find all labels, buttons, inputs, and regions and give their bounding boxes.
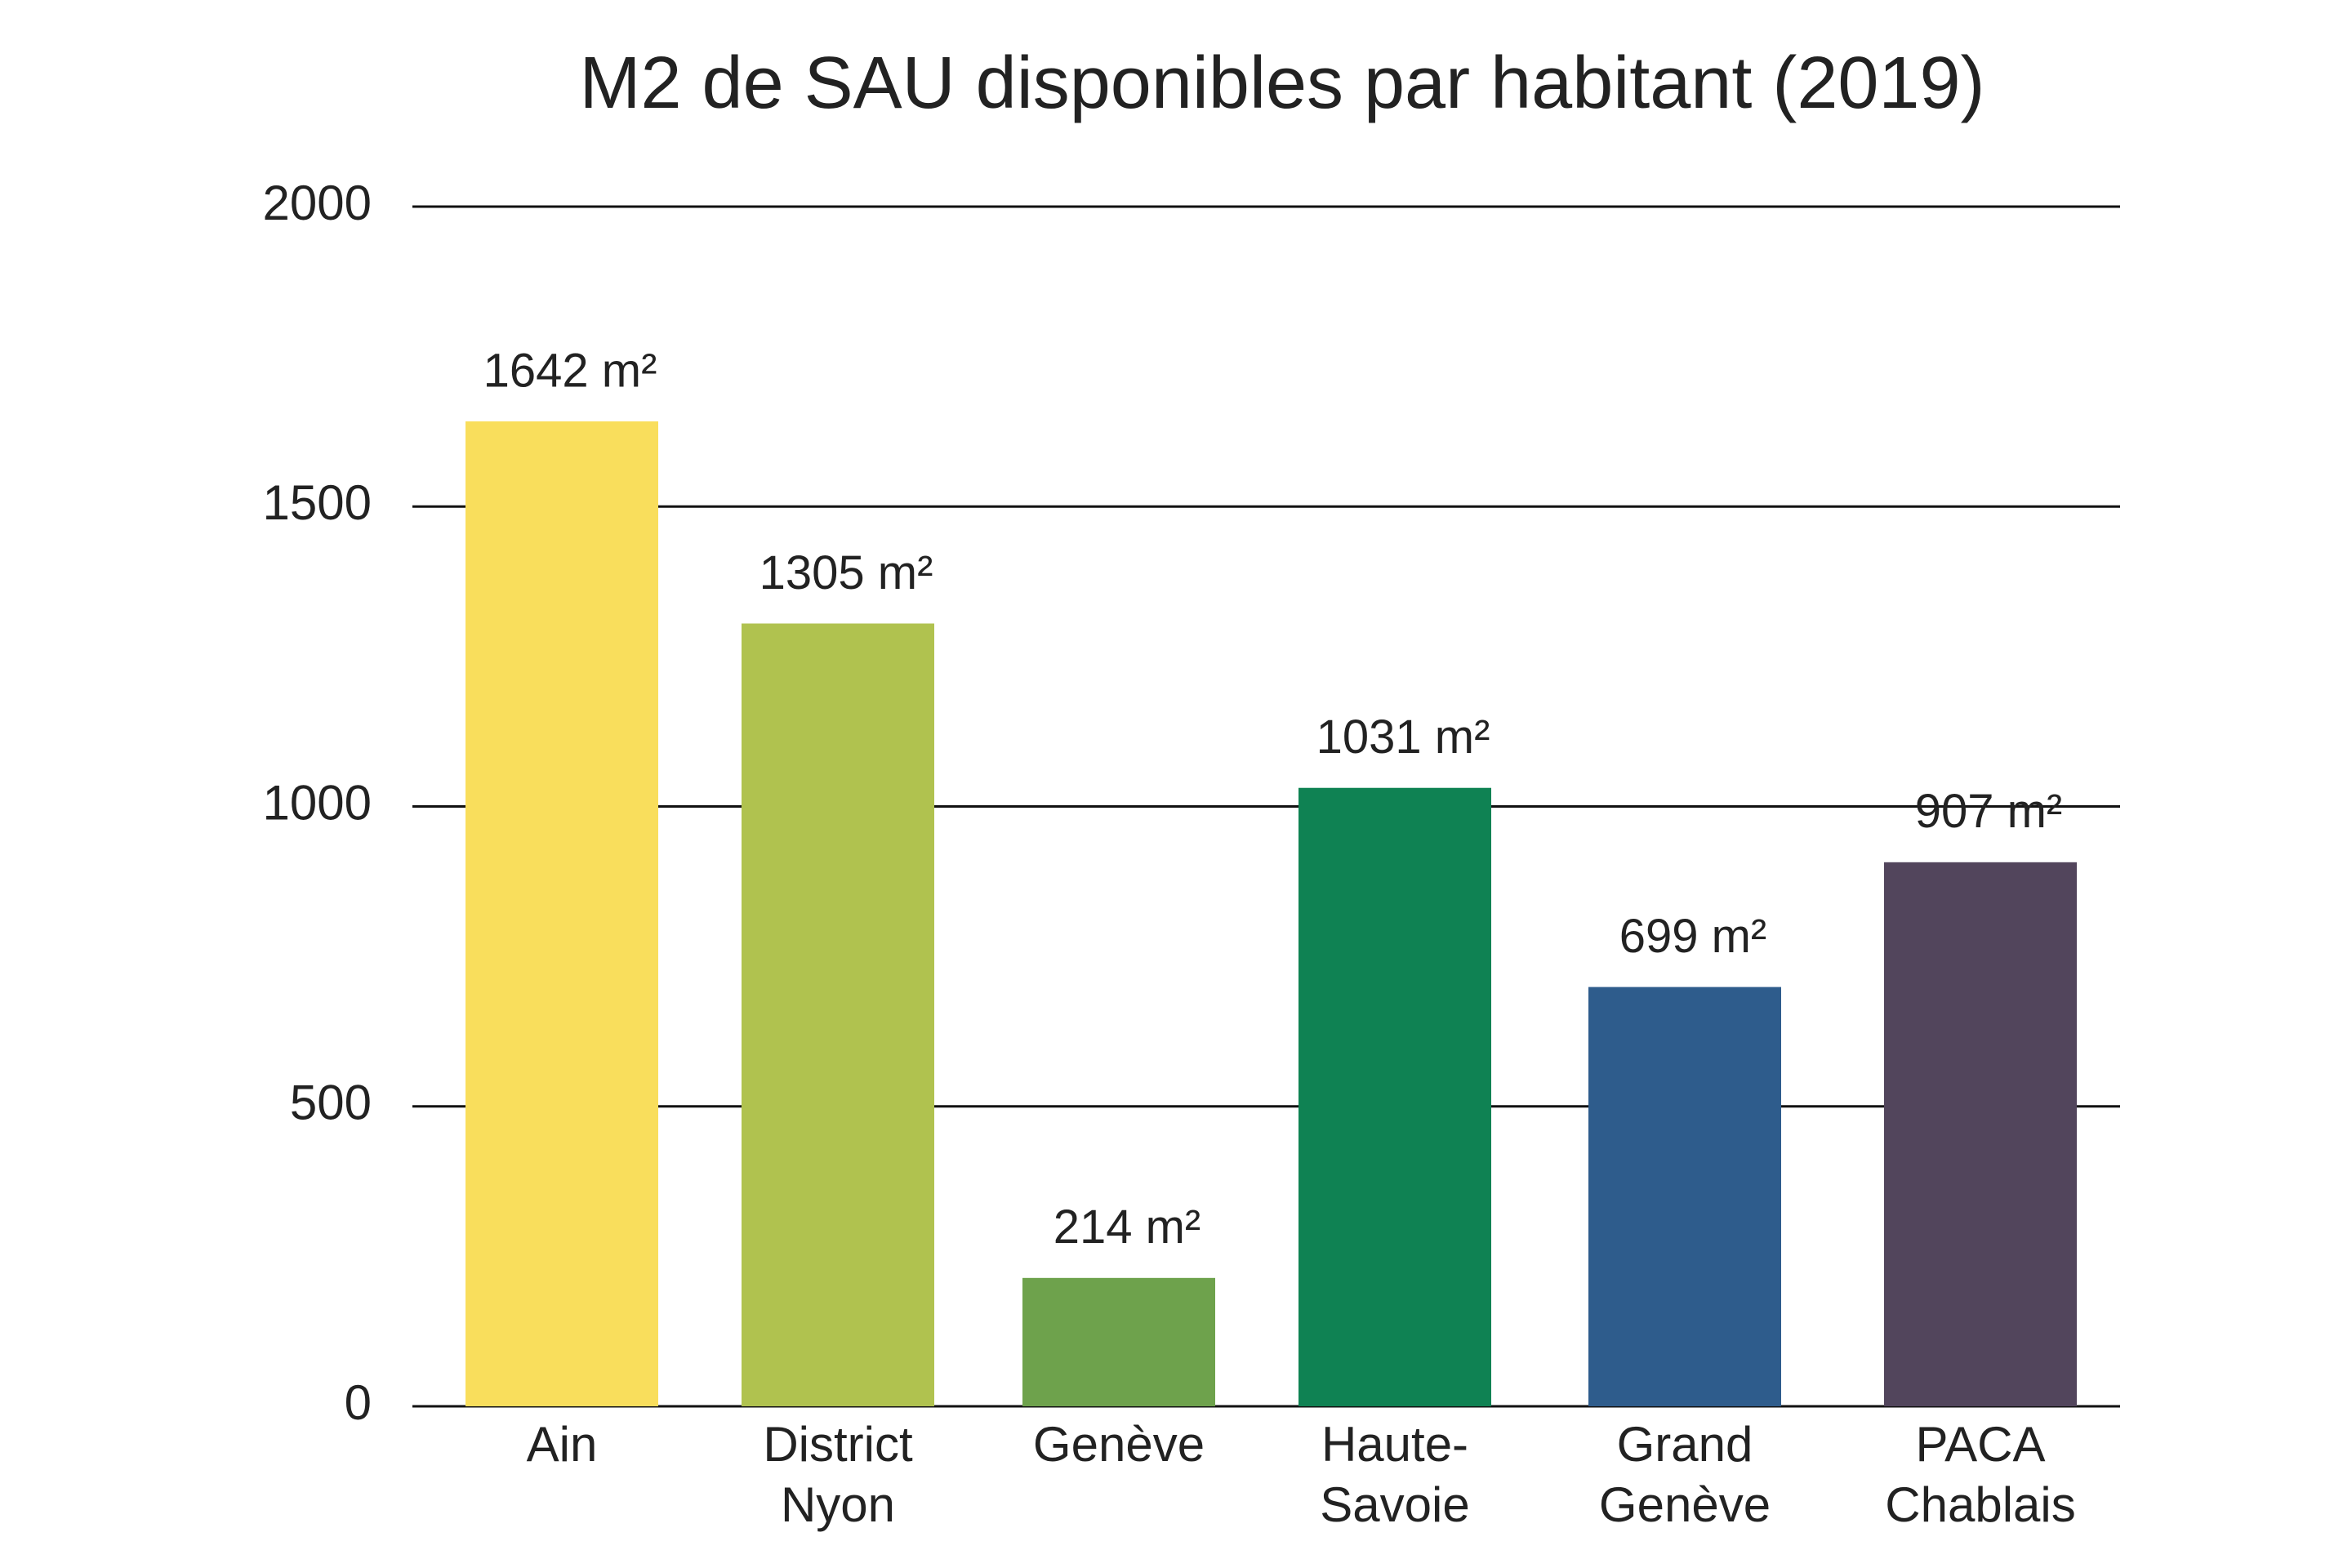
y-tick-label: 500 (290, 1076, 372, 1130)
value-label: 1305 m² (760, 546, 933, 599)
value-label: 907 m² (1915, 785, 2063, 838)
bar (742, 623, 934, 1406)
x-tick-label: Genève (1032, 1417, 1205, 1472)
x-tick-label: Haute- Savoie (1320, 1417, 1470, 1532)
bar (1884, 862, 2077, 1406)
value-label: 699 m² (1619, 910, 1767, 963)
bar (1298, 787, 1491, 1406)
x-tick-label: Grand Genève (1598, 1417, 1771, 1532)
value-label: 1642 m² (483, 344, 657, 397)
bar (466, 421, 658, 1407)
bar (1588, 987, 1781, 1406)
x-tick-label: PACA Chablais (1885, 1417, 2076, 1532)
y-tick-label: 2000 (263, 176, 372, 230)
x-tick-label: Ain (526, 1417, 598, 1472)
y-tick-label: 0 (345, 1375, 372, 1430)
y-tick-label: 1500 (263, 475, 372, 530)
bar (1022, 1277, 1215, 1406)
y-tick-label: 1000 (263, 775, 372, 830)
value-label: 214 m² (1054, 1200, 1201, 1254)
x-tick-label: District Nyon (763, 1417, 913, 1532)
chart-title: M2 de SAU disponibles par habitant (2019… (579, 42, 1984, 124)
value-label: 1031 m² (1316, 710, 1490, 764)
